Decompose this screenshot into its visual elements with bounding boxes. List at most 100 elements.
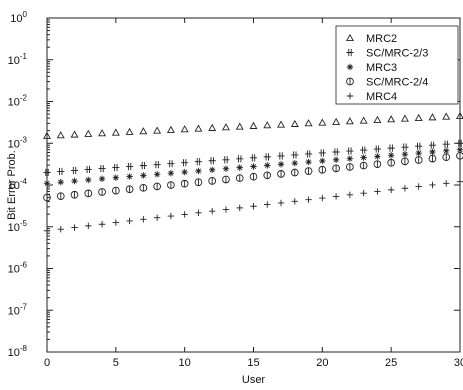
data-point (208, 123, 217, 131)
data-point (222, 123, 230, 131)
data-point (140, 216, 147, 223)
data-point (401, 185, 409, 192)
y-tick-label: 10-5 (8, 219, 28, 234)
data-point (359, 116, 368, 124)
data-point (359, 161, 368, 170)
data-point (305, 196, 312, 203)
data-point (139, 183, 148, 192)
data-point (346, 155, 354, 162)
data-point (415, 142, 423, 150)
y-tick-label: 10-6 (8, 261, 28, 276)
data-point (429, 181, 436, 189)
data-point (181, 211, 188, 218)
data-point (319, 157, 326, 165)
data-point (112, 174, 120, 181)
data-point (277, 120, 285, 128)
data-point (387, 186, 395, 194)
y-tick-label: 10-2 (8, 94, 28, 109)
data-point (291, 151, 299, 159)
data-point (98, 164, 106, 173)
legend-marker (346, 33, 354, 42)
data-point (208, 157, 216, 165)
data-point (222, 165, 230, 172)
data-point (249, 172, 258, 181)
series-sc-mrc-2-4 (43, 151, 463, 202)
legend-marker (346, 48, 354, 57)
legend-box (335, 25, 459, 105)
data-point (373, 115, 382, 123)
data-point (43, 168, 51, 177)
data-point (180, 179, 189, 188)
data-point (263, 153, 271, 161)
data-point (153, 171, 161, 178)
data-point (85, 176, 92, 184)
data-point (360, 189, 367, 197)
data-point (194, 178, 203, 187)
data-point (166, 125, 175, 133)
data-point (70, 166, 79, 175)
x-axis-label: User (242, 374, 266, 386)
data-point (332, 117, 341, 125)
legend-marker (346, 92, 354, 100)
data-point (167, 181, 175, 189)
series-mrc4 (43, 178, 463, 234)
data-point (140, 172, 147, 179)
data-point (456, 178, 463, 185)
data-point (167, 160, 175, 168)
legend: MRC2 SC/MRC-2/3 MRC3 SC/MRC-2/4 MRC4 (335, 25, 459, 105)
data-point (98, 188, 106, 196)
data-point (277, 152, 285, 160)
data-point (291, 198, 298, 205)
data-point (305, 158, 312, 166)
data-point (98, 129, 107, 137)
data-point (235, 174, 244, 182)
data-point (57, 178, 64, 186)
data-point (181, 168, 188, 176)
data-point (249, 121, 258, 129)
data-point (401, 150, 409, 158)
x-tick-label: 0 (44, 357, 50, 369)
data-point (442, 112, 451, 120)
y-tick-label: 10-1 (8, 52, 28, 67)
data-point (387, 152, 395, 159)
data-point (195, 167, 202, 175)
data-point (443, 147, 450, 155)
data-point (401, 143, 409, 151)
data-point (71, 177, 78, 185)
data-point (332, 193, 340, 200)
data-point (400, 114, 409, 122)
data-point (304, 119, 313, 127)
data-point (332, 156, 340, 163)
data-point (429, 148, 436, 156)
data-point (208, 177, 217, 185)
data-point (456, 111, 463, 119)
data-point (43, 131, 51, 139)
legend-marker (346, 77, 354, 86)
data-point (112, 219, 120, 226)
data-point (71, 224, 78, 231)
data-point (346, 163, 354, 171)
data-point (387, 158, 396, 167)
data-point (304, 167, 313, 175)
data-point (277, 199, 285, 207)
x-tick-label: 30 (454, 357, 463, 369)
data-point (318, 149, 326, 157)
data-point (43, 227, 51, 234)
data-point (43, 180, 51, 187)
y-axis-label: Bit Error Prob. (6, 150, 18, 220)
data-point (209, 207, 216, 215)
data-point (414, 113, 423, 121)
data-point (167, 212, 175, 220)
data-point (57, 167, 65, 176)
data-point (290, 168, 299, 177)
data-point (456, 146, 463, 153)
data-point (153, 182, 161, 191)
series-sc-mrc-2-3 (43, 139, 463, 177)
data-point (415, 183, 422, 190)
data-point (126, 162, 134, 171)
data-point (387, 115, 396, 123)
data-point (374, 153, 381, 160)
data-point (249, 154, 258, 162)
data-point (209, 166, 216, 174)
